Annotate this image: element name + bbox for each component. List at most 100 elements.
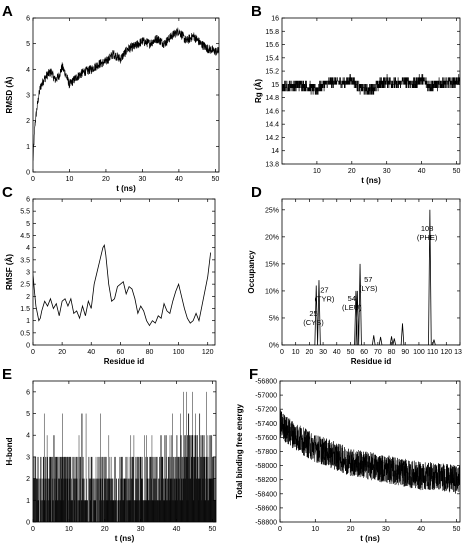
y-tick-label: 1 (26, 318, 30, 325)
y-tick-label: -57400 (255, 421, 277, 428)
y-tick-label: -56800 (255, 379, 277, 386)
x-tick-label: 10 (66, 176, 74, 183)
plot-data (282, 209, 460, 345)
plot-data (33, 391, 216, 522)
annotation-line: 25 (309, 309, 317, 318)
residue-annotation: 27 (TYR) (314, 285, 334, 303)
y-tick-label: 14.8 (265, 95, 279, 102)
x-tick-label: 0 (31, 526, 35, 533)
y-axis-label: RMSD (Å) (5, 76, 14, 113)
x-tick-label: 40 (417, 526, 425, 533)
residue-annotation: 57 (LYS) (359, 275, 378, 293)
plot-data (33, 27, 219, 161)
x-tick-label: 100 (173, 349, 185, 356)
plot-frame (32, 198, 216, 346)
plot-data (282, 74, 460, 95)
y-tick-label: 6 (26, 16, 30, 23)
x-tick-label: 70 (374, 349, 382, 356)
x-tick-label: 30 (139, 176, 147, 183)
x-tick-label: 90 (401, 349, 409, 356)
y-tick-label: 5 (26, 411, 30, 418)
annotation-line: 108 (421, 224, 434, 233)
y-tick-label: 0 (26, 520, 30, 527)
y-tick-label: 5% (269, 315, 279, 322)
x-axis-label: Residue id (104, 357, 145, 366)
x-tick-label: 130 (454, 349, 462, 356)
y-tick-label: 14.4 (265, 122, 279, 129)
residue-annotation: 108 (PHE) (417, 224, 438, 242)
panel-label: E (2, 366, 12, 383)
x-axis-label: Residue id (351, 357, 392, 366)
panel-label: F (249, 366, 258, 383)
y-tick-label: -58600 (255, 505, 277, 512)
y-tick-label: 6 (26, 197, 30, 204)
plot-data (33, 244, 212, 327)
panel-e: E 0 10 20 30 40 50 0 1 2 3 4 5 6 t (ns) H-bond (2, 366, 216, 543)
hbond-bars (33, 391, 216, 522)
x-tick-label: 80 (146, 349, 154, 356)
y-axis-label: RMSF (Å) (5, 254, 14, 290)
y-tick-label: 1.5 (20, 306, 30, 313)
y-tick-label: 4.5 (20, 233, 30, 240)
y-tick-label: 2 (26, 294, 30, 301)
y-tick-label: 15.2 (265, 69, 279, 76)
x-tick-label: 60 (116, 349, 124, 356)
y-tick-label: 2.5 (20, 282, 30, 289)
x-tick-label: 20 (347, 526, 355, 533)
y-tick-label: 14.6 (265, 108, 279, 115)
x-axis-label: t (ns) (115, 534, 135, 543)
y-tick-label: -57000 (255, 393, 277, 400)
y-axis-label: H-bond (5, 437, 14, 465)
plot-frame (32, 380, 217, 523)
x-tick-label: 30 (382, 526, 390, 533)
y-tick-label: 3 (26, 454, 30, 461)
annotation-line: (PHE) (417, 233, 438, 242)
plot-frame (281, 17, 461, 165)
y-tick-label: -57200 (255, 407, 277, 414)
x-axis-label: t (ns) (361, 176, 381, 185)
x-tick-label: 60 (360, 349, 368, 356)
x-tick-label: 20 (58, 349, 66, 356)
y-tick-label: 20% (265, 234, 279, 241)
y-tick-label: 0 (26, 170, 30, 177)
y-tick-label: 3 (26, 270, 30, 277)
y-tick-label: 15 (271, 82, 279, 89)
y-tick-label: 15% (265, 261, 279, 268)
y-tick-label: 4 (26, 67, 30, 74)
y-tick-label: -58200 (255, 477, 277, 484)
x-tick-label: 50 (211, 176, 219, 183)
y-axis-label: Total binding free energy (235, 403, 244, 499)
y-tick-label: 5.5 (20, 209, 30, 216)
y-tick-label: 16 (271, 16, 279, 23)
annotation-line: 57 (364, 275, 372, 284)
x-tick-label: 50 (453, 526, 461, 533)
x-tick-label: 20 (102, 176, 110, 183)
y-tick-label: 0 (26, 343, 30, 350)
y-tick-label: 13.8 (265, 162, 279, 169)
plot-frame (281, 198, 461, 346)
x-tick-label: 0 (280, 349, 284, 356)
x-tick-label: 10 (65, 526, 73, 533)
series-line (33, 244, 212, 327)
y-tick-label: 25% (265, 207, 279, 214)
panel-label: C (2, 184, 13, 201)
annotation-line: 27 (320, 285, 328, 294)
annotation-line: (TYR) (314, 294, 334, 303)
x-tick-label: 120 (440, 349, 452, 356)
x-tick-label: 50 (347, 349, 355, 356)
panel-c: C 0 20 40 60 80 100 120 0 0.5 1 1.5 2 2.5 3 3.5 4 4.5 5 5.5… (2, 184, 216, 366)
y-axis-label: Occupancy (247, 250, 256, 294)
x-tick-label: 20 (101, 526, 109, 533)
y-tick-label: 2 (26, 476, 30, 483)
y-tick-label: 14 (271, 148, 279, 155)
x-tick-label: 40 (87, 349, 95, 356)
series-line (282, 74, 460, 95)
x-tick-label: 10 (311, 526, 319, 533)
panel-label: D (251, 184, 262, 201)
y-tick-label: 5 (26, 221, 30, 228)
y-tick-label: 14.2 (265, 135, 279, 142)
x-tick-label: 40 (173, 526, 181, 533)
y-tick-label: 5 (26, 41, 30, 48)
